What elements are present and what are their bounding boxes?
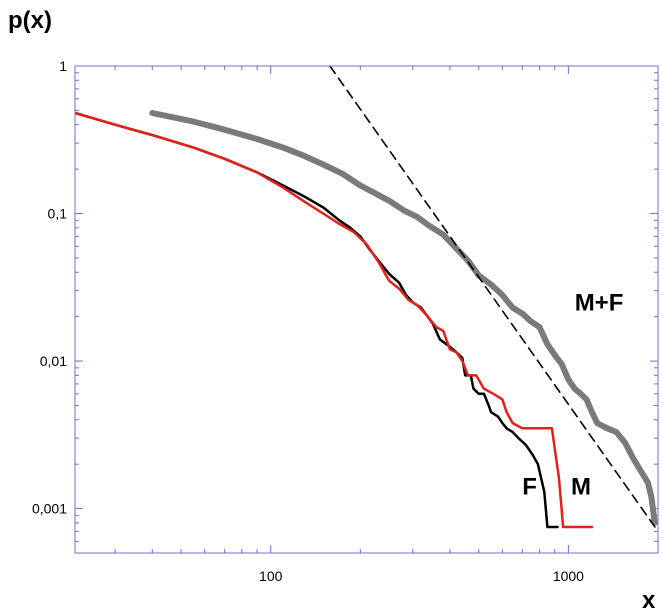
y-tick-label: 0,001 xyxy=(32,501,67,517)
x-axis-title: x xyxy=(642,587,656,614)
label-layer: F M M+F xyxy=(522,290,623,501)
x-tick-label: 100 xyxy=(259,568,283,584)
y-axis-title: p(x) xyxy=(8,7,52,34)
series-label-m: M xyxy=(571,473,591,500)
series-layer xyxy=(75,66,658,533)
series-line-m xyxy=(75,111,594,529)
series-line-f xyxy=(75,111,559,529)
series-label-f: F xyxy=(522,473,537,500)
series-label-m-f: M+F xyxy=(575,290,624,317)
tick-layer: 1 0,1 0,01 0,001 100 1000 xyxy=(32,58,658,584)
y-tick-label: 1 xyxy=(59,58,67,74)
series-line-m-f xyxy=(149,110,658,526)
x-tick-label: 1000 xyxy=(553,568,584,584)
y-tick-label: 0,01 xyxy=(40,353,67,369)
y-tick-label: 0,1 xyxy=(48,206,68,222)
plot-frame xyxy=(74,65,659,554)
series-line-power-law-fit xyxy=(329,66,658,533)
